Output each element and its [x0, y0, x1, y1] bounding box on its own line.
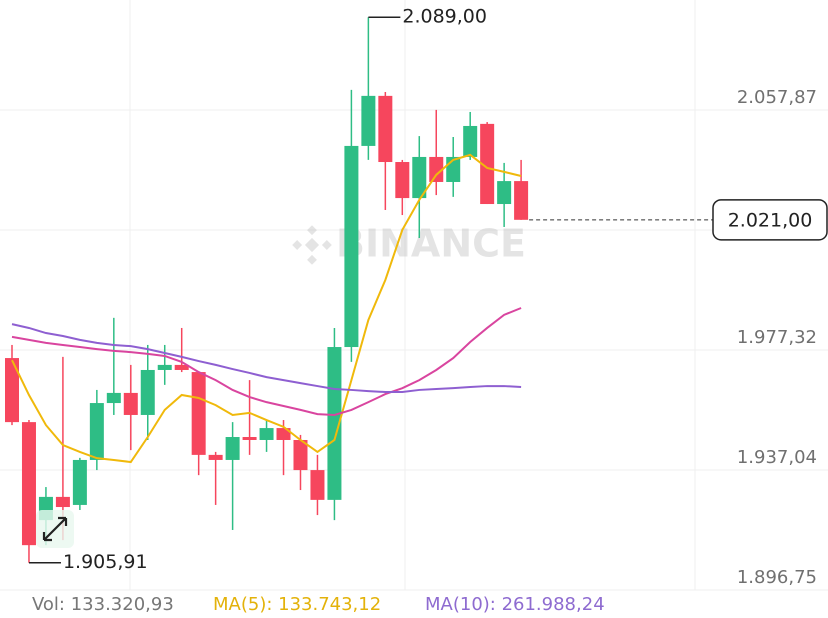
candle-body: [293, 439, 308, 471]
y-tick-label: 1.937,04: [737, 447, 817, 468]
plot: 2.057,87 1.977,32 1.937,04 1.896,75 2.089,00…: [0, 6, 828, 591]
last-price-label: 2.021,00: [728, 209, 813, 231]
candle-body: [89, 403, 104, 460]
candle-body: [242, 437, 257, 440]
vol-label: Vol: 133.320,93: [32, 594, 174, 615]
candle-body: [310, 470, 325, 500]
candle-body: [157, 364, 172, 370]
candle-body: [497, 181, 512, 205]
candle-body: [412, 156, 427, 199]
candle-body: [174, 364, 189, 370]
ma10-label: MA(10): 261.988,24: [425, 594, 605, 615]
candle-body: [480, 123, 495, 205]
candle-body: [55, 496, 70, 508]
candle-body: [225, 437, 240, 460]
low-label: 1.905,91: [63, 551, 148, 573]
y-tick-label: 1.896,75: [737, 567, 817, 588]
watermark-text: BINANCE: [336, 222, 526, 266]
candle-body: [395, 162, 410, 199]
candle-body: [123, 392, 138, 415]
y-tick-label: 1.977,32: [737, 327, 817, 348]
candle-body: [463, 125, 478, 157]
candle-body: [106, 392, 121, 404]
candle-body: [72, 459, 87, 505]
high-label: 2.089,00: [402, 6, 487, 28]
y-tick-label: 2.057,87: [737, 87, 817, 108]
candle-body: [344, 145, 359, 348]
candle-body: [327, 347, 342, 500]
watermark: BINANCE: [292, 222, 526, 266]
candle-body: [259, 428, 274, 440]
candle-body: [21, 422, 36, 546]
candle-body: [429, 156, 444, 182]
candle-body: [208, 454, 223, 460]
candle-body: [5, 358, 19, 423]
ma5-label: MA(5): 133.743,12: [213, 594, 381, 615]
candle-body: [514, 181, 529, 220]
candle-body: [191, 372, 206, 455]
candle-body: [361, 95, 376, 146]
expand-icon[interactable]: [36, 510, 74, 548]
candle-body: [378, 95, 393, 163]
candle-body: [276, 428, 291, 440]
candle-body: [140, 369, 155, 415]
ma-line: [11, 323, 522, 394]
ma-line: [11, 307, 522, 416]
ma-line: [11, 153, 522, 464]
last-price-box: [712, 199, 828, 241]
